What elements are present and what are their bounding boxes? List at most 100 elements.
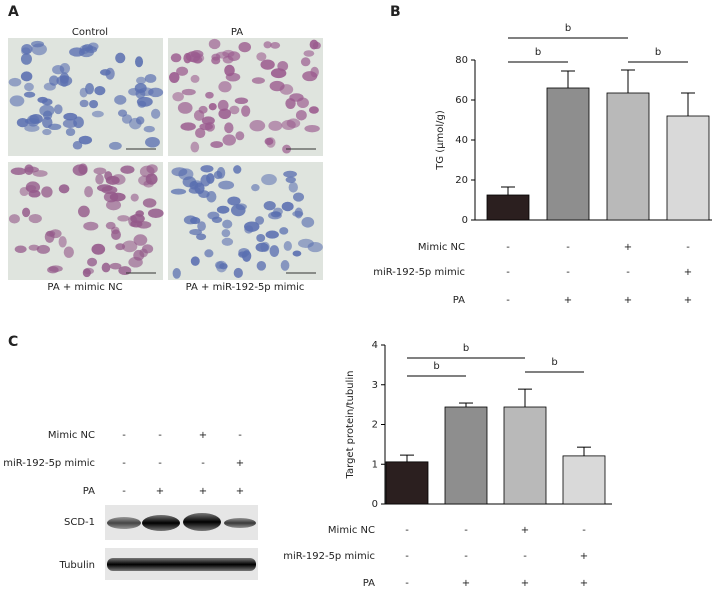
- cell: [261, 173, 277, 186]
- cell: [208, 102, 217, 111]
- cell: [120, 165, 135, 174]
- cell: [28, 244, 40, 251]
- blot-band: [183, 513, 221, 531]
- cell: [196, 233, 207, 241]
- cell: [111, 174, 126, 185]
- cell: [84, 186, 93, 198]
- cell: [211, 56, 221, 65]
- cell: [218, 81, 232, 93]
- condition-sign: -: [238, 430, 242, 441]
- condition-label: miR-192-5p mimic: [3, 458, 95, 469]
- condition-sign: +: [462, 578, 470, 589]
- cell: [48, 75, 59, 86]
- condition-sign: -: [506, 295, 510, 306]
- cell: [25, 181, 41, 193]
- cell: [95, 173, 104, 185]
- cell: [238, 41, 252, 53]
- cell: [85, 46, 98, 54]
- cell: [221, 237, 234, 246]
- condition-sign: +: [580, 551, 588, 562]
- cell: [136, 76, 147, 85]
- cell: [32, 170, 48, 177]
- cell: [195, 127, 206, 139]
- cell: [143, 125, 155, 133]
- cell: [20, 53, 32, 65]
- image-caption: Control: [72, 27, 108, 38]
- y-tick-label: 80: [455, 55, 468, 66]
- cell: [292, 250, 302, 257]
- condition-sign: +: [684, 295, 692, 306]
- cell: [293, 192, 305, 202]
- cell: [44, 230, 55, 243]
- cell: [138, 87, 154, 97]
- cell: [91, 110, 104, 118]
- cell: [217, 99, 229, 112]
- y-axis-title: Target protein/tubulin: [345, 371, 356, 480]
- cell: [221, 229, 231, 238]
- cell: [280, 260, 290, 271]
- y-axis-title: TG (μmol/g): [435, 110, 446, 171]
- cell: [283, 170, 297, 178]
- condition-sign: -: [201, 458, 205, 469]
- cell: [289, 93, 304, 102]
- cell: [263, 200, 276, 211]
- y-tick-label: 0: [372, 499, 378, 510]
- cell: [20, 71, 33, 82]
- cell: [190, 141, 200, 153]
- condition-label: Mimic NC: [328, 525, 375, 536]
- condition-sign: -: [405, 525, 409, 536]
- cell: [83, 221, 99, 231]
- cell: [83, 267, 94, 275]
- cell: [222, 134, 236, 146]
- cell: [99, 69, 111, 76]
- cell: [188, 186, 201, 194]
- condition-sign: -: [464, 551, 468, 562]
- condition-sign: -: [506, 267, 510, 278]
- condition-sign: +: [199, 486, 207, 497]
- cell: [218, 108, 232, 120]
- condition-sign: +: [156, 486, 164, 497]
- panel-label: B: [390, 4, 401, 20]
- cell: [297, 238, 314, 248]
- y-tick-label: 0: [462, 215, 468, 226]
- cell: [141, 244, 154, 254]
- condition-label: PA: [453, 295, 465, 306]
- cell: [69, 47, 85, 57]
- blot-band: [142, 515, 180, 531]
- cell: [229, 105, 240, 115]
- cell: [110, 226, 120, 235]
- cell: [118, 266, 132, 276]
- cell: [224, 64, 235, 77]
- cell: [117, 215, 130, 222]
- y-tick-label: 4: [372, 340, 378, 351]
- cell: [308, 106, 319, 114]
- cell: [91, 243, 106, 255]
- cell: [54, 104, 63, 115]
- cell: [251, 184, 260, 192]
- blot-band: [224, 518, 256, 528]
- condition-label: miR-192-5p mimic: [283, 551, 375, 562]
- y-tick-label: 20: [455, 175, 468, 186]
- cell: [177, 102, 193, 114]
- bar: [562, 455, 606, 505]
- cell: [265, 230, 279, 239]
- cell: [256, 52, 267, 62]
- cell: [263, 41, 272, 49]
- cell: [309, 39, 319, 50]
- cell: [301, 216, 315, 228]
- condition-sign: +: [580, 578, 588, 589]
- condition-sign: -: [566, 242, 570, 253]
- panel-label: C: [8, 334, 18, 350]
- image-caption: PA + miR-192-5p mimic: [186, 282, 305, 293]
- y-tick-label: 1: [372, 459, 378, 470]
- cell: [89, 99, 99, 109]
- cell: [268, 120, 283, 131]
- cell: [63, 112, 78, 121]
- cell: [198, 105, 208, 114]
- cell: [241, 105, 251, 117]
- cell: [182, 176, 197, 188]
- cell: [62, 119, 78, 129]
- cell: [28, 213, 42, 224]
- cell: [87, 257, 98, 267]
- cell: [199, 123, 213, 131]
